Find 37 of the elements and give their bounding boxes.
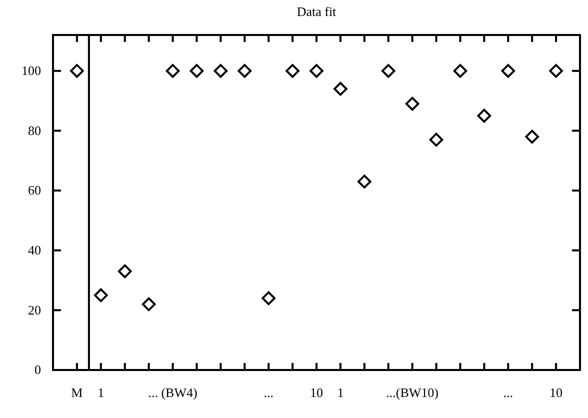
point [190, 64, 204, 78]
x-tick-label: 10 [310, 385, 323, 400]
point [381, 64, 396, 78]
x-tick-label: ...(BW10) [386, 385, 438, 400]
point [94, 288, 108, 302]
x-tick-label: ... [503, 385, 514, 400]
point [70, 64, 84, 78]
point [118, 264, 132, 278]
point [549, 64, 563, 78]
y-tick-label: 80 [28, 122, 41, 138]
x-tick-label: 10 [550, 385, 563, 400]
point [429, 132, 444, 147]
point [334, 82, 348, 96]
y-tick-label: 20 [28, 302, 41, 318]
point [525, 130, 540, 144]
point [501, 64, 516, 78]
point [453, 64, 468, 78]
y-tick-label: 60 [28, 182, 41, 198]
point [286, 64, 300, 78]
x-tick-label: 1 [337, 385, 344, 400]
point [477, 108, 492, 123]
point [310, 64, 324, 78]
point [262, 291, 276, 306]
x-tick-label: ... (BW4) [148, 385, 198, 400]
x-tick-label: 1 [98, 385, 104, 400]
y-tick-label: 0 [34, 362, 41, 378]
x-tick-label: M [71, 385, 84, 400]
point [357, 174, 372, 188]
y-tick-label: 100 [22, 63, 41, 78]
y-tick-label: 40 [28, 242, 41, 258]
x-tick-label: ... [264, 385, 274, 400]
point [166, 64, 180, 78]
point [238, 64, 252, 78]
point [142, 297, 156, 312]
chart-title: Data fit [296, 4, 337, 19]
point [405, 96, 420, 111]
point [214, 64, 228, 78]
